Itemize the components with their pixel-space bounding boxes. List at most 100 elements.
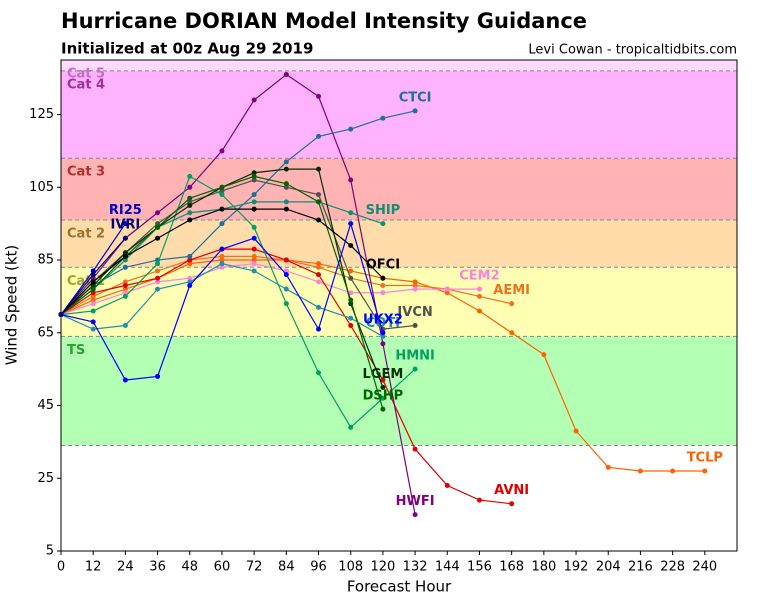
data-point bbox=[122, 286, 128, 292]
data-point bbox=[380, 115, 386, 121]
data-point bbox=[251, 199, 257, 205]
data-point bbox=[251, 177, 257, 183]
x-tick-label: 180 bbox=[531, 560, 556, 575]
data-point bbox=[348, 424, 354, 430]
data-point bbox=[155, 224, 161, 230]
data-point bbox=[380, 341, 386, 347]
data-point bbox=[90, 286, 96, 292]
band-label: Cat 4 bbox=[67, 77, 105, 92]
data-point bbox=[122, 293, 128, 299]
data-point bbox=[380, 384, 386, 390]
data-point bbox=[348, 297, 354, 303]
series-label: HMNI bbox=[395, 349, 435, 364]
data-point bbox=[122, 235, 128, 241]
data-point bbox=[219, 253, 225, 259]
series-label: IVCN bbox=[397, 305, 432, 320]
data-point bbox=[509, 330, 515, 336]
data-point bbox=[412, 512, 418, 518]
data-point bbox=[155, 268, 161, 274]
series-line bbox=[60, 175, 416, 429]
data-point bbox=[187, 210, 193, 216]
data-point bbox=[251, 235, 257, 241]
y-tick-label: 5 bbox=[46, 544, 54, 559]
data-point bbox=[476, 497, 482, 503]
data-point bbox=[637, 468, 643, 474]
band-label: Cat 3 bbox=[67, 165, 105, 180]
y-tick-label: 25 bbox=[37, 471, 54, 486]
category-band bbox=[61, 267, 737, 337]
data-point bbox=[187, 195, 193, 201]
data-point bbox=[348, 323, 354, 329]
category-band bbox=[61, 158, 737, 221]
series-label: OFCI bbox=[366, 258, 400, 273]
data-point bbox=[122, 279, 128, 285]
data-point bbox=[444, 290, 450, 296]
category-band bbox=[61, 220, 737, 268]
data-point bbox=[605, 464, 611, 470]
y-tick-label: 45 bbox=[37, 398, 54, 413]
x-tick-label: 12 bbox=[85, 560, 102, 575]
series-label: COTI bbox=[366, 316, 400, 331]
data-point bbox=[444, 483, 450, 489]
data-point bbox=[380, 282, 386, 288]
data-point bbox=[380, 333, 386, 339]
data-point bbox=[283, 301, 289, 307]
x-tick-label: 132 bbox=[403, 560, 428, 575]
data-point bbox=[219, 257, 225, 263]
data-point bbox=[155, 210, 161, 216]
data-point bbox=[219, 148, 225, 154]
data-point bbox=[380, 406, 386, 412]
data-point bbox=[412, 366, 418, 372]
data-point bbox=[90, 293, 96, 299]
data-point bbox=[316, 217, 322, 223]
data-point bbox=[187, 217, 193, 223]
y-tick-label: 85 bbox=[37, 253, 54, 268]
data-point bbox=[509, 301, 515, 307]
series-label: CEM2 bbox=[459, 269, 499, 284]
data-point bbox=[380, 290, 386, 296]
data-point bbox=[380, 377, 386, 383]
data-point bbox=[219, 221, 225, 227]
data-point bbox=[187, 282, 193, 288]
x-tick-label: 144 bbox=[435, 560, 460, 575]
data-point bbox=[251, 246, 257, 252]
data-point bbox=[187, 261, 193, 267]
data-point bbox=[476, 293, 482, 299]
data-point bbox=[122, 221, 128, 227]
data-point bbox=[219, 246, 225, 252]
data-point bbox=[348, 315, 354, 321]
y-tick-label: 65 bbox=[37, 325, 54, 340]
data-point bbox=[380, 330, 386, 336]
series-label: AEMI bbox=[493, 283, 530, 298]
category-band bbox=[61, 60, 737, 71]
data-point bbox=[187, 279, 193, 285]
data-point bbox=[283, 206, 289, 212]
x-tick-label: 0 bbox=[57, 560, 65, 575]
x-tick-label: 192 bbox=[564, 560, 589, 575]
data-point bbox=[122, 377, 128, 383]
data-point bbox=[251, 257, 257, 263]
data-point bbox=[412, 323, 418, 329]
data-point bbox=[283, 184, 289, 190]
data-point bbox=[90, 297, 96, 303]
data-point bbox=[316, 133, 322, 139]
data-point bbox=[90, 290, 96, 296]
data-point bbox=[348, 275, 354, 281]
x-tick-label: 240 bbox=[692, 560, 717, 575]
data-point bbox=[187, 202, 193, 208]
data-point bbox=[122, 323, 128, 329]
data-point bbox=[283, 286, 289, 292]
data-point bbox=[348, 126, 354, 132]
data-point bbox=[219, 206, 225, 212]
data-point bbox=[155, 286, 161, 292]
series-label: LGEM bbox=[363, 367, 404, 382]
data-point bbox=[541, 352, 547, 358]
data-point bbox=[122, 290, 128, 296]
data-point bbox=[283, 159, 289, 165]
data-point bbox=[187, 257, 193, 263]
data-point bbox=[380, 395, 386, 401]
data-point bbox=[316, 272, 322, 278]
data-point bbox=[219, 184, 225, 190]
data-point bbox=[380, 221, 386, 227]
data-point bbox=[155, 275, 161, 281]
